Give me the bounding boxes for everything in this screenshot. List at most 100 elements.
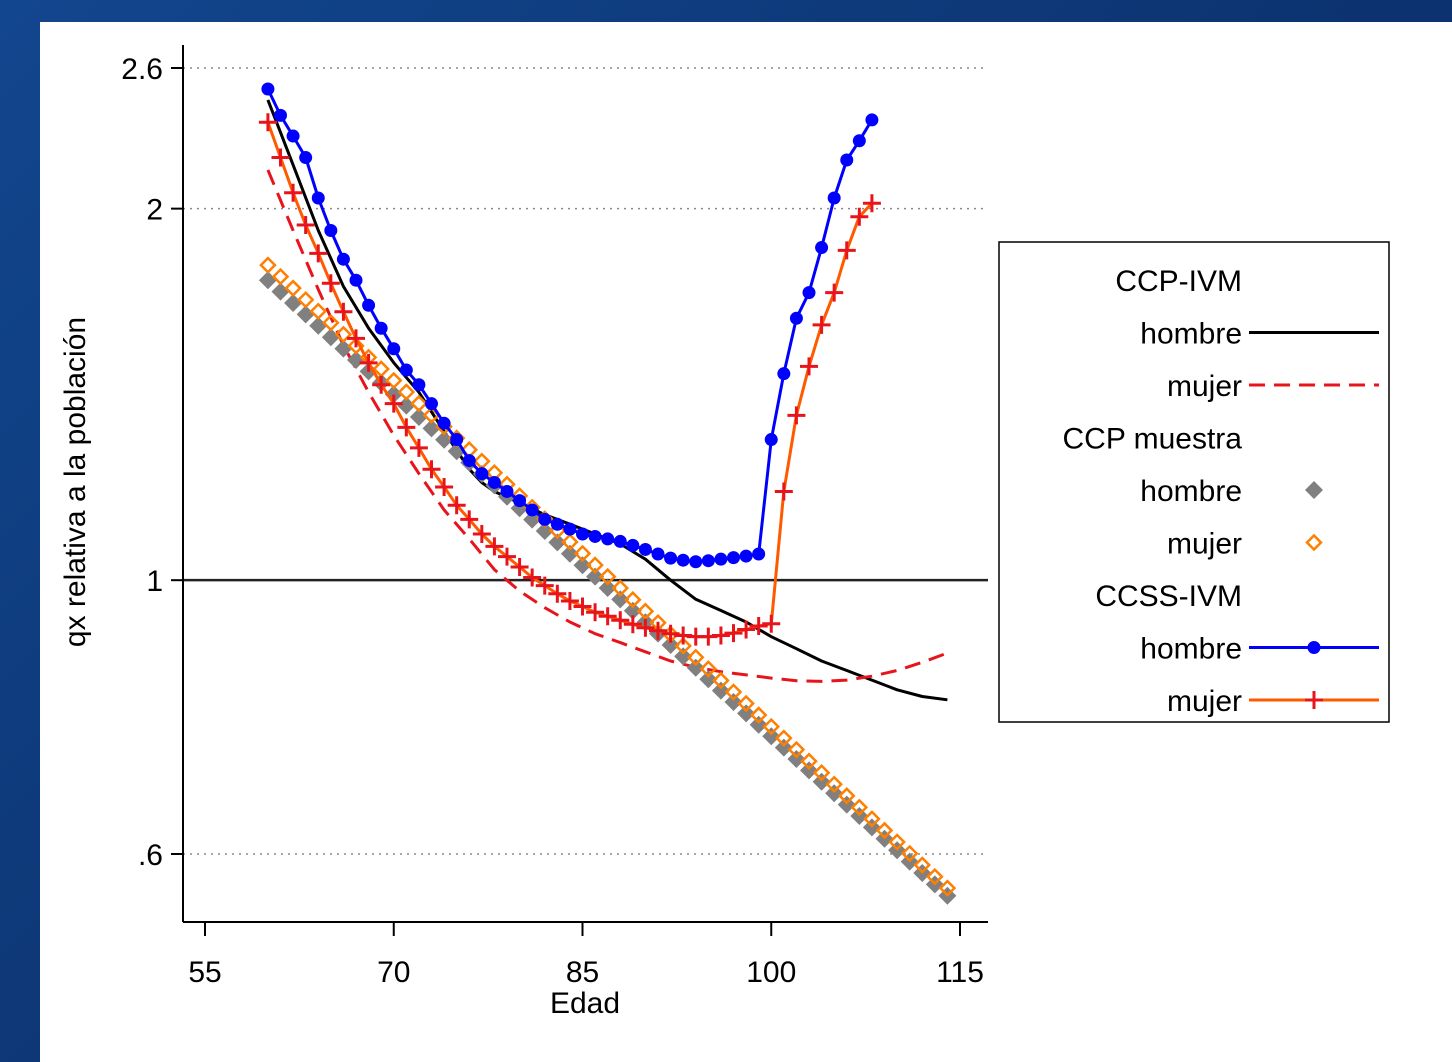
data-point-diamond [397, 396, 416, 415]
data-point-plus [535, 576, 554, 595]
data-point-diamond [812, 763, 831, 782]
data-point-plus [598, 607, 617, 626]
legend-entry: mujer [1167, 685, 1379, 718]
data-point-circle [626, 538, 640, 552]
x-axis-title: Edad [550, 987, 620, 1020]
data-point-diamond [674, 647, 693, 666]
legend-entry: mujer [1167, 528, 1323, 561]
data-point-plus [460, 510, 479, 529]
data-point-diamond [875, 821, 894, 840]
legend-marker [1305, 691, 1323, 709]
data-point-plus [749, 617, 768, 636]
data-point-diamond [888, 833, 906, 851]
data-point-diamond [611, 579, 630, 597]
data-point-diamond [863, 810, 881, 828]
series-layer [258, 82, 957, 905]
legend-entry: hombre [1140, 318, 1379, 351]
legend-group-label: CCP-IVM [1115, 265, 1242, 298]
y-tick-label: .6 [138, 839, 163, 872]
data-point-circle [576, 527, 589, 541]
x-tick-label: 85 [566, 956, 599, 989]
data-point-circle [764, 433, 778, 447]
data-point-circle [399, 363, 413, 377]
data-point-plus [711, 626, 730, 645]
data-point-diamond [762, 717, 781, 736]
data-point-diamond [623, 601, 642, 620]
data-point-plus [296, 215, 315, 234]
y-tick-label: 2 [146, 194, 163, 227]
data-point-circle [349, 273, 363, 287]
data-point-diamond [321, 328, 340, 347]
data-point-diamond [573, 544, 592, 563]
data-point-circle [336, 252, 350, 266]
data-point-diamond [712, 671, 730, 690]
data-point-diamond [787, 749, 806, 768]
x-tick-label: 115 [936, 956, 984, 989]
data-point-plus [321, 274, 340, 293]
data-point-plus [498, 547, 516, 566]
data-point-circle [563, 522, 577, 536]
data-point-circle [588, 529, 602, 543]
data-point-plus [825, 283, 844, 302]
data-point-circle [613, 534, 627, 548]
series-ccp_muestra_hombre [258, 271, 957, 905]
series-line [266, 169, 948, 683]
data-point-diamond [422, 419, 441, 438]
data-point-plus [347, 329, 365, 348]
data-point-diamond [624, 590, 642, 609]
data-point-plus [397, 418, 416, 437]
data-point-diamond [334, 325, 353, 344]
data-point-plus [447, 496, 466, 515]
data-point-diamond [837, 795, 856, 814]
legend-box [998, 241, 1390, 723]
series-ccss_ivm_hombre [261, 82, 879, 569]
y-axis-title: qx relativa a la población [59, 317, 92, 647]
data-point-plus [472, 524, 491, 543]
legend: CCP-IVM hombre mujer CCP muestra hombre mujer… [998, 241, 1390, 723]
legend-group: CCP-IVM [1115, 265, 1242, 298]
data-point-plus [409, 438, 428, 457]
data-point-circle [450, 433, 464, 447]
legend-marker [1305, 481, 1323, 499]
data-point-diamond [334, 339, 353, 358]
data-point-plus [611, 611, 630, 630]
data-point-circle [664, 551, 678, 565]
data-point-diamond [347, 351, 365, 370]
data-point-diamond [548, 533, 567, 552]
data-point-diamond [837, 787, 856, 805]
data-point-circle [815, 241, 829, 255]
data-point-diamond [774, 738, 793, 757]
data-point-plus [837, 241, 856, 260]
data-point-circle [739, 549, 753, 563]
legend-entry: mujer [1167, 370, 1379, 403]
data-point-plus [309, 244, 328, 263]
data-point-diamond [636, 602, 655, 620]
data-point-diamond [573, 556, 592, 575]
data-point-diamond [271, 282, 290, 301]
data-point-circle [701, 554, 715, 568]
data-point-circle [311, 191, 325, 205]
data-point-diamond [560, 544, 579, 563]
data-point-diamond [384, 371, 403, 390]
data-point-plus [548, 584, 567, 603]
data-point-plus [485, 537, 504, 556]
data-point-diamond [435, 430, 454, 449]
data-point-circle [425, 397, 438, 411]
data-point-diamond [686, 658, 705, 677]
data-point-circle [286, 129, 300, 143]
data-point-circle [714, 552, 728, 566]
data-point-circle [274, 108, 287, 122]
data-point-diamond [598, 579, 617, 598]
data-point-circle [538, 512, 552, 526]
legend-group: CCP muestra [1062, 423, 1242, 456]
legend-label: hombre [1140, 475, 1242, 508]
legend-label: mujer [1167, 370, 1242, 403]
data-point-plus [774, 482, 793, 501]
data-point-diamond [775, 729, 793, 747]
data-point-diamond [913, 856, 932, 874]
legend-group: CCSS-IVM [1095, 580, 1242, 613]
data-point-diamond [737, 694, 755, 713]
data-point-circle [525, 503, 539, 517]
data-point-diamond [938, 879, 957, 897]
data-point-circle [827, 191, 841, 205]
